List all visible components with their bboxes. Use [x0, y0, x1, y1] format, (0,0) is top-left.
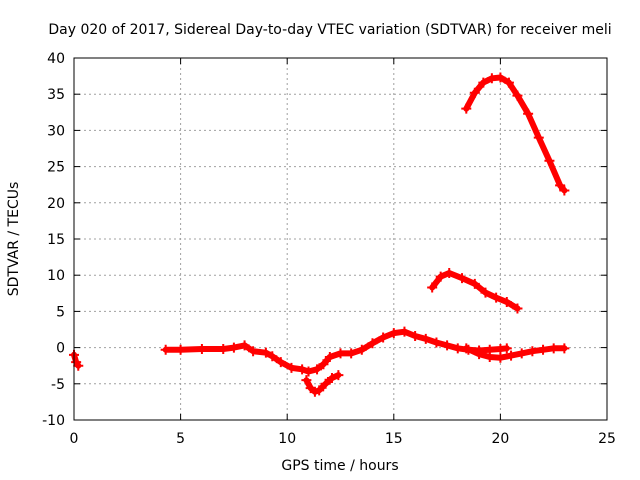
data-series [69, 72, 570, 397]
data-point-marker [444, 268, 455, 279]
x-tick-label: 10 [278, 431, 296, 447]
y-tick-label: -10 [42, 413, 65, 429]
data-point-marker [435, 271, 446, 282]
data-point-marker [495, 352, 506, 363]
data-point-marker [559, 185, 570, 196]
series-pass-e [427, 268, 523, 314]
data-point-marker [335, 348, 346, 359]
y-tick-label: 35 [47, 87, 65, 103]
data-point-marker [326, 373, 337, 384]
data-point-marker [506, 350, 517, 361]
y-tick-label: 5 [56, 304, 65, 320]
series-pass-d [461, 343, 570, 363]
y-axis-label: SDTVAR / TECUs [6, 182, 22, 297]
data-point-marker [297, 364, 308, 375]
x-tick-label: 20 [491, 431, 509, 447]
y-tick-label: -5 [51, 377, 65, 393]
data-point-marker [314, 385, 325, 396]
y-tick-label: 10 [47, 268, 65, 284]
x-tick-label: 5 [176, 431, 185, 447]
x-tick-label: 0 [70, 431, 79, 447]
data-point-marker [533, 132, 544, 143]
y-tick-label: 0 [56, 341, 65, 357]
data-point-marker [548, 343, 559, 354]
data-point-marker [501, 296, 512, 307]
data-point-marker [286, 362, 297, 373]
data-point-marker [399, 326, 410, 337]
y-tick-label: 15 [47, 232, 65, 248]
axis-ticks: 0 5 10 15 20 25 -10 -5 0 5 10 15 20 25 30 35 40 [42, 51, 616, 447]
data-point-marker [442, 340, 453, 351]
x-axis-label: GPS time / hours [281, 458, 398, 474]
data-point-marker [248, 346, 259, 357]
data-point-marker [512, 303, 523, 314]
data-point-marker [239, 340, 250, 351]
data-point-marker [356, 344, 367, 355]
data-point-marker [486, 73, 497, 84]
data-point-marker [480, 287, 491, 298]
data-point-marker [218, 344, 229, 355]
series-pass-f [461, 72, 570, 196]
data-point-marker [73, 360, 84, 371]
data-point-marker [491, 292, 502, 303]
data-point-marker [478, 77, 489, 88]
data-point-marker [555, 180, 566, 191]
data-point-marker [469, 278, 480, 289]
data-point-marker [346, 348, 357, 359]
data-point-marker [474, 349, 485, 360]
data-point-marker [267, 351, 278, 362]
y-tick-label: 20 [47, 196, 65, 212]
data-point-marker [301, 375, 312, 386]
x-tick-label: 15 [385, 431, 403, 447]
data-point-marker [318, 359, 329, 370]
y-tick-label: 40 [47, 51, 65, 67]
series-line [463, 345, 568, 361]
data-point-marker [303, 366, 314, 377]
series-pass-c [301, 370, 344, 397]
data-point-marker [378, 332, 389, 343]
data-point-marker [457, 273, 468, 284]
data-point-marker [196, 344, 207, 355]
data-point-marker [516, 348, 527, 359]
grid [74, 58, 607, 420]
data-point-marker [461, 343, 472, 354]
data-point-marker [388, 328, 399, 339]
data-point-marker [175, 344, 186, 355]
data-point-marker [452, 343, 463, 354]
data-point-marker [160, 344, 171, 355]
data-point-marker [495, 72, 506, 83]
y-tick-label: 30 [47, 123, 65, 139]
data-point-marker [427, 282, 438, 293]
data-point-marker [410, 331, 421, 342]
data-point-marker [544, 155, 555, 166]
data-point-marker [501, 343, 512, 354]
data-point-marker [228, 342, 239, 353]
y-tick-label: 25 [47, 160, 65, 176]
data-point-marker [461, 103, 472, 114]
data-point-marker [333, 370, 344, 381]
series-line [463, 74, 568, 194]
data-point-marker [527, 346, 538, 357]
data-point-marker [275, 357, 286, 368]
data-point-marker [431, 337, 442, 348]
data-point-marker [320, 378, 331, 389]
data-point-marker [260, 347, 271, 358]
chart-title: Day 020 of 2017, Sidereal Day-to-day VTE… [48, 22, 611, 38]
data-point-marker [367, 338, 378, 349]
data-point-marker [523, 108, 534, 119]
data-point-marker [503, 77, 514, 88]
data-point-marker [312, 364, 323, 375]
data-point-marker [420, 333, 431, 344]
data-point-marker [469, 87, 480, 98]
x-tick-label: 25 [598, 431, 616, 447]
data-point-marker [559, 343, 570, 354]
data-point-marker [324, 352, 335, 363]
data-point-marker [538, 344, 549, 355]
data-point-marker [512, 90, 523, 101]
data-point-marker [484, 352, 495, 363]
